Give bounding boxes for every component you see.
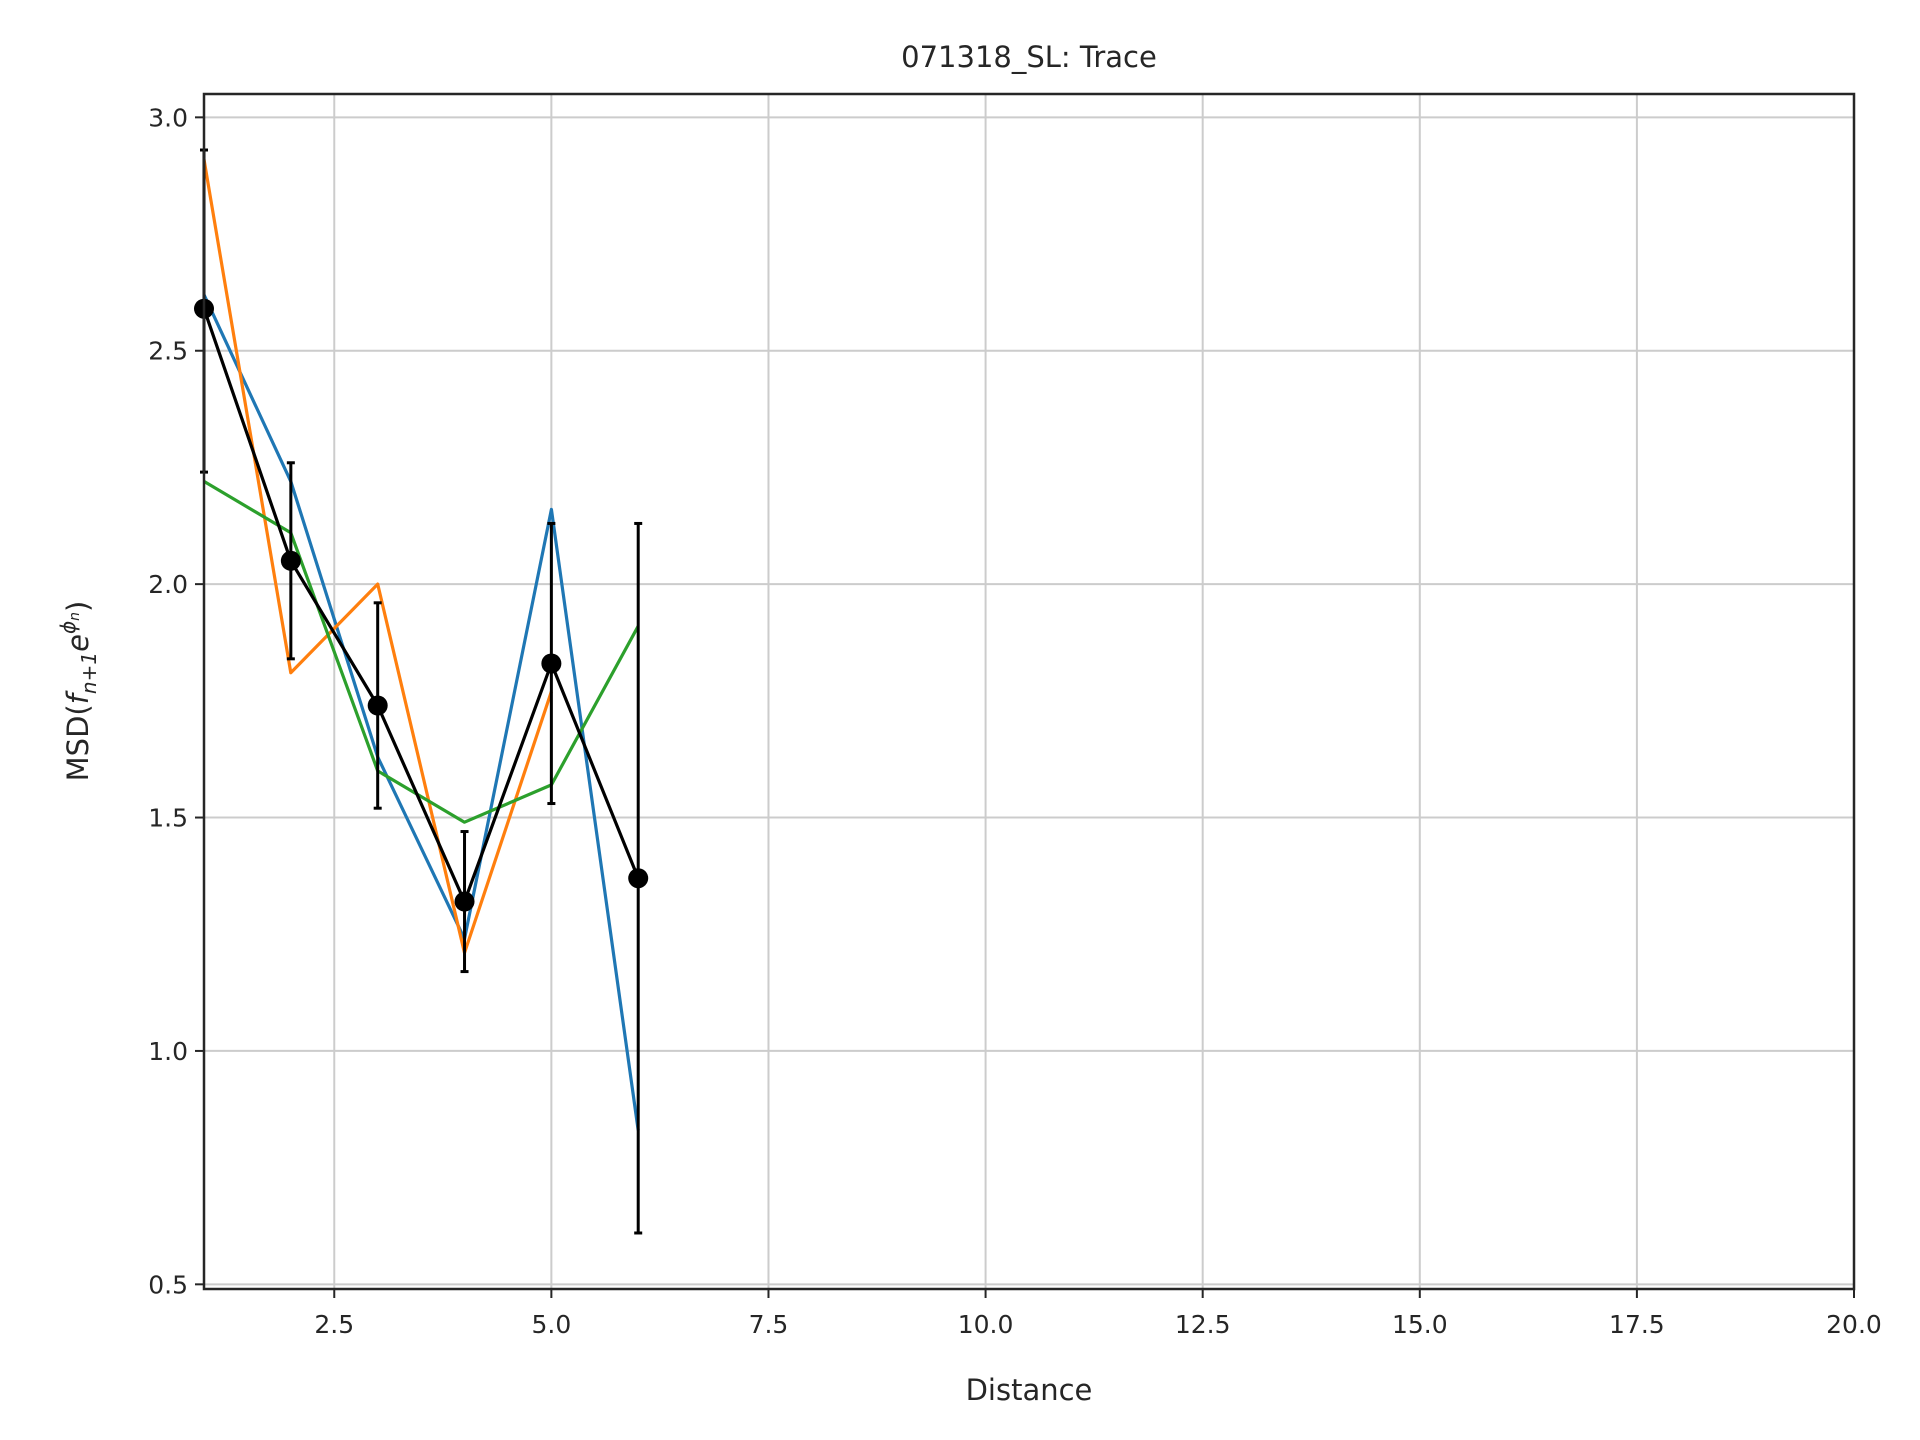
series-1-line <box>202 294 640 1131</box>
plot-frame <box>202 92 1856 1291</box>
y-tick-label: 3.0 <box>148 103 188 132</box>
x-tick-label: 15.0 <box>1392 1310 1448 1339</box>
data-point <box>367 695 388 716</box>
series-1 <box>202 294 640 1131</box>
data-point <box>628 868 649 889</box>
series-2-line <box>202 159 553 955</box>
y-axis-label-prefix: MSD( <box>61 704 95 781</box>
x-tick-label: 17.5 <box>1609 1310 1665 1339</box>
y-axis-label-suffix: ) <box>61 601 95 612</box>
data-point <box>541 653 562 674</box>
y-axis-label-e-superscript-subscript: n <box>67 612 83 621</box>
y-tick-label: 2.5 <box>148 337 188 366</box>
data-point <box>280 550 301 571</box>
series-4 <box>194 148 649 1235</box>
series-4-line <box>202 308 640 904</box>
y-axis-label-f-subscript: n+1 <box>77 652 101 694</box>
y-axis-label-e: e <box>61 634 95 652</box>
y-axis-label: MSD(fn+1eϕn) <box>56 601 101 782</box>
series-3 <box>203 480 640 824</box>
ticks: 2.5 5.0 7.5 10.0 12.5 15.0 17.5 20.0 0.5 1.0 1.5 2.… <box>148 103 1882 1339</box>
series-layer <box>194 148 649 1235</box>
data-point <box>454 891 475 912</box>
y-tick-label: 0.5 <box>148 1270 188 1299</box>
y-tick-label: 2.0 <box>148 570 188 599</box>
x-tick-label: 10.0 <box>958 1310 1014 1339</box>
x-tick-label: 7.5 <box>749 1310 789 1339</box>
chart-title: 071318_SL: Trace <box>901 40 1157 74</box>
x-tick-label: 5.0 <box>531 1310 571 1339</box>
plot-background <box>204 94 1854 1289</box>
y-tick-label: 1.0 <box>148 1037 188 1066</box>
series-3-line <box>203 480 640 824</box>
x-axis-label: Distance <box>966 1373 1093 1407</box>
x-tick-label: 12.5 <box>1175 1310 1231 1339</box>
x-tick-label: 20.0 <box>1826 1310 1882 1339</box>
series-2 <box>202 159 553 955</box>
y-tick-label: 1.5 <box>148 804 188 833</box>
y-axis-label-e-superscript: ϕ <box>56 621 80 634</box>
x-tick-label: 2.5 <box>314 1310 354 1339</box>
